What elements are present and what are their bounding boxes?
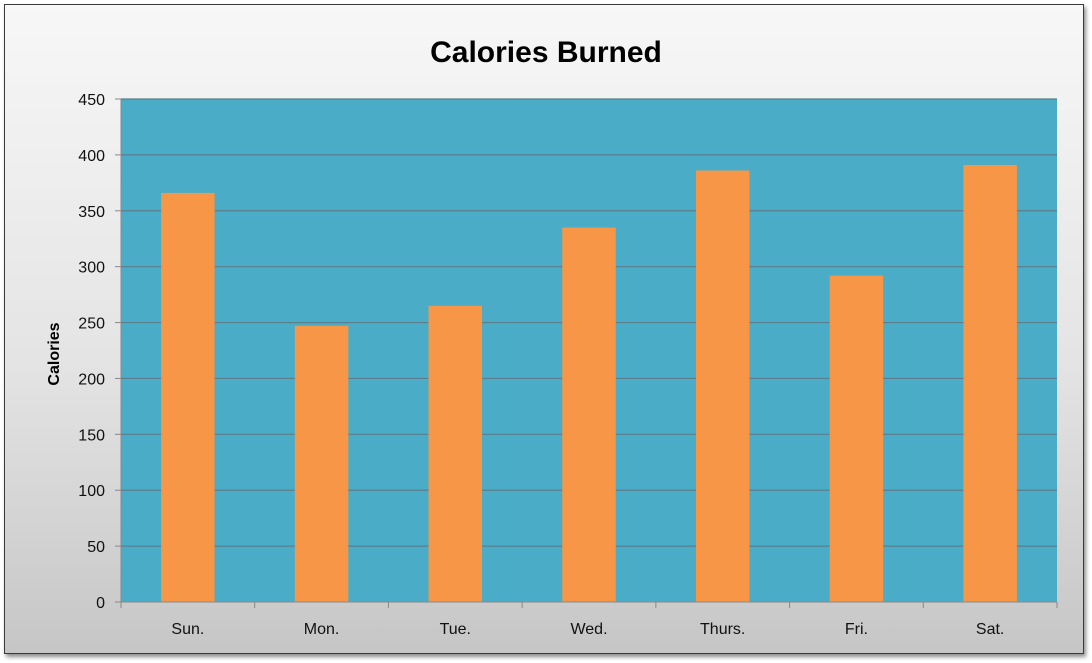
y-tick-label: 200 bbox=[78, 371, 105, 388]
x-tick-label: Mon. bbox=[304, 621, 340, 638]
y-tick-label: 250 bbox=[78, 316, 105, 333]
x-tick-label: Tue. bbox=[440, 621, 471, 638]
x-tick-label: Wed. bbox=[570, 621, 607, 638]
y-tick-label: 50 bbox=[87, 539, 105, 556]
x-tick-label: Thurs. bbox=[700, 621, 745, 638]
bar-chart: Calories Burned Calories 0 50 100 150 200 250… bbox=[46, 36, 1058, 638]
y-tick-label: 350 bbox=[78, 204, 105, 221]
bar bbox=[963, 164, 1017, 602]
y-tick-label: 100 bbox=[78, 483, 105, 500]
bar bbox=[161, 192, 215, 603]
x-tick-labels: Sun. Mon. Tue. Wed. Thurs. Fri. Sat. bbox=[171, 621, 1004, 638]
bars bbox=[161, 164, 1017, 603]
bar bbox=[562, 227, 616, 603]
bar bbox=[829, 275, 884, 602]
x-tick-label: Sun. bbox=[171, 621, 204, 638]
y-tick-label: 300 bbox=[78, 260, 105, 277]
chart-title: Calories Burned bbox=[430, 36, 662, 69]
y-tick-label: 450 bbox=[78, 92, 105, 109]
y-tick-labels: 0 50 100 150 200 250 300 350 400 450 bbox=[78, 92, 105, 612]
axes bbox=[115, 98, 1058, 608]
x-tick-label: Sat. bbox=[976, 621, 1004, 638]
y-tick-label: 0 bbox=[96, 595, 105, 612]
bar bbox=[695, 170, 750, 602]
y-tick-label: 150 bbox=[78, 427, 105, 444]
bar bbox=[294, 325, 349, 602]
bar bbox=[428, 305, 483, 602]
x-tick-label: Fri. bbox=[845, 621, 868, 638]
chart-frame: Calories Burned Calories 0 50 100 150 200 250… bbox=[4, 4, 1084, 654]
y-tick-label: 400 bbox=[78, 148, 105, 165]
y-axis-title: Calories bbox=[46, 322, 63, 385]
